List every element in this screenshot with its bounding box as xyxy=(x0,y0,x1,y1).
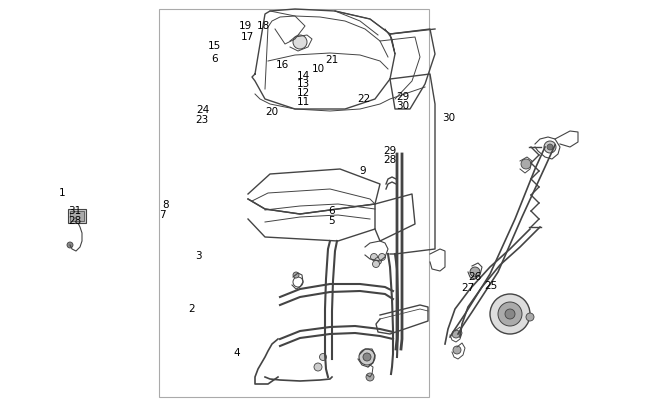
Circle shape xyxy=(547,145,553,151)
Circle shape xyxy=(498,302,522,326)
Text: 6: 6 xyxy=(328,206,335,215)
Text: 10: 10 xyxy=(312,64,325,74)
Text: 3: 3 xyxy=(195,250,202,260)
Text: 5: 5 xyxy=(328,216,335,226)
Text: 31: 31 xyxy=(68,206,81,215)
Circle shape xyxy=(359,349,375,365)
Text: 9: 9 xyxy=(359,165,366,175)
Text: 7: 7 xyxy=(159,210,166,220)
Text: 22: 22 xyxy=(358,94,370,104)
Circle shape xyxy=(490,294,530,334)
Circle shape xyxy=(67,243,73,248)
Circle shape xyxy=(526,313,534,321)
Text: 2: 2 xyxy=(188,303,195,313)
Circle shape xyxy=(521,160,531,170)
Circle shape xyxy=(544,142,556,153)
Circle shape xyxy=(293,36,307,50)
Circle shape xyxy=(363,353,371,361)
Text: 12: 12 xyxy=(297,87,310,97)
Text: 26: 26 xyxy=(468,271,481,281)
Circle shape xyxy=(293,272,299,278)
Text: 18: 18 xyxy=(257,21,270,31)
Circle shape xyxy=(320,354,326,360)
Circle shape xyxy=(366,373,374,381)
Circle shape xyxy=(453,346,461,354)
Text: 15: 15 xyxy=(208,41,221,51)
Text: 4: 4 xyxy=(234,347,240,357)
Circle shape xyxy=(370,254,378,261)
Circle shape xyxy=(374,258,382,265)
Text: 28: 28 xyxy=(68,216,81,226)
Text: 21: 21 xyxy=(325,55,338,65)
Circle shape xyxy=(505,309,515,319)
Text: 19: 19 xyxy=(239,21,252,31)
Bar xyxy=(68,209,86,224)
Text: 27: 27 xyxy=(462,283,474,292)
Circle shape xyxy=(372,261,380,268)
Text: 29: 29 xyxy=(384,146,396,156)
Text: 23: 23 xyxy=(195,115,208,124)
Circle shape xyxy=(452,330,460,338)
Text: 29: 29 xyxy=(396,92,410,101)
Text: 13: 13 xyxy=(297,79,310,89)
Text: 16: 16 xyxy=(276,60,289,70)
Text: 1: 1 xyxy=(58,188,65,197)
Text: 14: 14 xyxy=(297,70,310,80)
Circle shape xyxy=(314,363,322,371)
Text: 11: 11 xyxy=(297,96,310,106)
Text: 8: 8 xyxy=(162,200,169,209)
Text: 6: 6 xyxy=(211,54,218,64)
Text: 30: 30 xyxy=(396,101,410,111)
Text: 25: 25 xyxy=(484,281,497,290)
Text: 17: 17 xyxy=(240,32,254,41)
Circle shape xyxy=(470,267,480,277)
Text: 30: 30 xyxy=(442,113,455,122)
Bar xyxy=(70,211,84,222)
Text: 28: 28 xyxy=(384,155,396,165)
Bar xyxy=(159,10,429,397)
Text: 24: 24 xyxy=(196,105,209,115)
Circle shape xyxy=(378,254,385,261)
Text: 20: 20 xyxy=(265,107,278,116)
